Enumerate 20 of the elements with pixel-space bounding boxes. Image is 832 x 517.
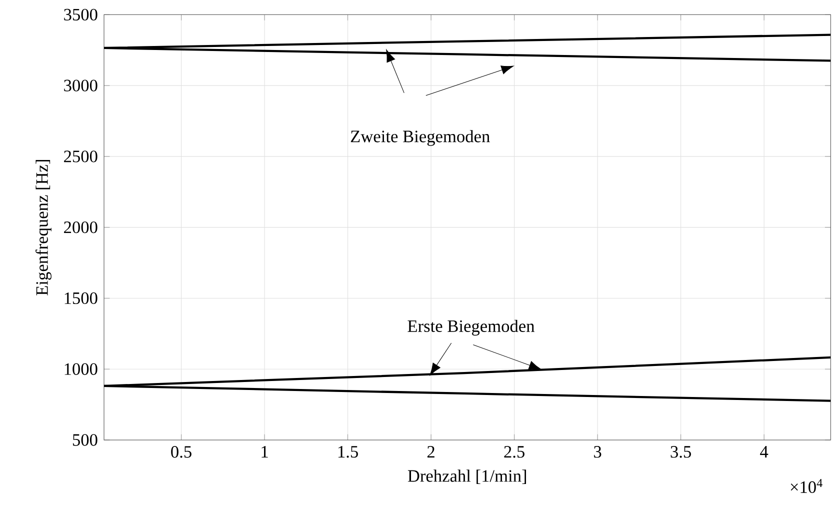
y-axis-title: Eigenfrequenz [Hz] (36, 160, 52, 296)
x-axis-title: Drehzahl [1/min] (408, 470, 526, 484)
text: ×10$^{4}$ (790, 479, 822, 493)
annotation: Zweite Biegemoden (350, 130, 490, 146)
x-tick-label: 3.5 (670, 446, 691, 458)
y-tick-label: 1500 (64, 292, 98, 304)
y-tick-label: 3500 (64, 8, 98, 21)
x-tick-label: 3 (594, 446, 602, 458)
annotation: Erste Biegemoden (408, 320, 535, 336)
x-tick-label: 1 (262, 446, 268, 458)
x-tick-label: 2.5 (504, 446, 524, 458)
x-tick-label: 2 (427, 446, 434, 458)
y-tick-label: 2000 (64, 221, 98, 234)
y-tick-label: 1000 (64, 363, 98, 375)
x-tick-label: 4 (760, 446, 768, 458)
x-tick-label: 1.5 (338, 446, 358, 458)
y-tick-label: 500 (72, 434, 98, 446)
y-tick-label: 3000 (64, 80, 98, 92)
x-tick-label: 0.5 (171, 446, 192, 458)
y-tick-label: 2500 (64, 150, 98, 162)
